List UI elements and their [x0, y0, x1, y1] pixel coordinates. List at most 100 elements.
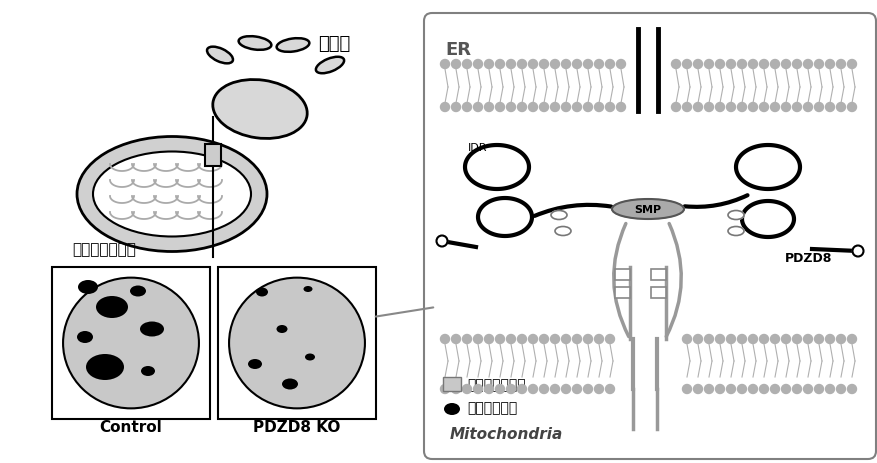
Circle shape — [616, 103, 624, 112]
Circle shape — [792, 103, 801, 112]
Circle shape — [605, 385, 614, 394]
Circle shape — [824, 335, 833, 344]
Ellipse shape — [77, 332, 93, 343]
Circle shape — [836, 385, 845, 394]
Bar — [651, 288, 666, 298]
Bar — [615, 269, 630, 281]
Circle shape — [538, 385, 548, 394]
Circle shape — [462, 60, 471, 69]
Circle shape — [484, 103, 493, 112]
Text: PDZD8: PDZD8 — [784, 251, 831, 264]
Circle shape — [583, 60, 592, 69]
Ellipse shape — [276, 325, 287, 333]
Circle shape — [759, 103, 767, 112]
Ellipse shape — [96, 296, 128, 319]
Circle shape — [703, 103, 713, 112]
Circle shape — [852, 246, 862, 257]
Circle shape — [737, 335, 745, 344]
Circle shape — [715, 103, 724, 112]
Circle shape — [703, 60, 713, 69]
Circle shape — [737, 385, 745, 394]
Circle shape — [605, 335, 614, 344]
Ellipse shape — [130, 286, 146, 297]
Circle shape — [693, 335, 702, 344]
Circle shape — [715, 335, 724, 344]
Circle shape — [495, 335, 504, 344]
Circle shape — [550, 385, 559, 394]
Ellipse shape — [63, 278, 199, 408]
Circle shape — [846, 385, 856, 394]
Circle shape — [484, 335, 493, 344]
Circle shape — [517, 60, 526, 69]
Text: Control: Control — [99, 419, 162, 434]
Circle shape — [451, 385, 460, 394]
Circle shape — [528, 103, 537, 112]
Circle shape — [594, 385, 602, 394]
Circle shape — [814, 60, 823, 69]
Circle shape — [451, 103, 460, 112]
Circle shape — [770, 103, 779, 112]
Circle shape — [495, 60, 504, 69]
Circle shape — [802, 385, 811, 394]
Circle shape — [748, 335, 757, 344]
Circle shape — [836, 60, 845, 69]
Ellipse shape — [86, 354, 124, 380]
Ellipse shape — [282, 379, 297, 390]
Circle shape — [846, 103, 856, 112]
Circle shape — [550, 60, 559, 69]
Circle shape — [572, 335, 581, 344]
Circle shape — [495, 385, 504, 394]
Circle shape — [759, 335, 767, 344]
Circle shape — [781, 385, 789, 394]
Circle shape — [462, 385, 471, 394]
Circle shape — [605, 60, 614, 69]
Text: 小胞体: 小胞体 — [317, 35, 350, 53]
Circle shape — [550, 335, 559, 344]
Circle shape — [748, 103, 757, 112]
FancyBboxPatch shape — [424, 14, 875, 459]
Circle shape — [792, 60, 801, 69]
Circle shape — [495, 103, 504, 112]
Ellipse shape — [611, 200, 683, 219]
Ellipse shape — [304, 354, 315, 361]
Circle shape — [506, 385, 515, 394]
Circle shape — [671, 60, 680, 69]
Circle shape — [715, 385, 724, 394]
Circle shape — [583, 385, 592, 394]
Circle shape — [725, 335, 735, 344]
Circle shape — [572, 103, 581, 112]
Circle shape — [781, 60, 789, 69]
Circle shape — [681, 385, 691, 394]
Circle shape — [814, 385, 823, 394]
Circle shape — [693, 103, 702, 112]
Circle shape — [538, 335, 548, 344]
Circle shape — [759, 385, 767, 394]
Circle shape — [473, 335, 482, 344]
Ellipse shape — [247, 359, 261, 369]
Ellipse shape — [444, 403, 460, 415]
Ellipse shape — [229, 278, 365, 408]
Circle shape — [583, 335, 592, 344]
Ellipse shape — [93, 152, 251, 237]
Circle shape — [572, 60, 581, 69]
Bar — [217, 268, 375, 419]
Circle shape — [528, 60, 537, 69]
Circle shape — [836, 335, 845, 344]
Ellipse shape — [139, 322, 164, 337]
Ellipse shape — [276, 39, 309, 53]
Ellipse shape — [727, 211, 743, 220]
Ellipse shape — [207, 48, 232, 64]
Circle shape — [473, 103, 482, 112]
Circle shape — [440, 103, 449, 112]
Bar — [615, 288, 630, 298]
Circle shape — [824, 60, 833, 69]
Text: ミトコンドリア: ミトコンドリア — [72, 242, 136, 257]
Circle shape — [583, 103, 592, 112]
Bar — [204, 144, 221, 167]
Circle shape — [748, 385, 757, 394]
Circle shape — [506, 60, 515, 69]
Circle shape — [846, 335, 856, 344]
Circle shape — [484, 385, 493, 394]
Circle shape — [836, 103, 845, 112]
Circle shape — [737, 103, 745, 112]
